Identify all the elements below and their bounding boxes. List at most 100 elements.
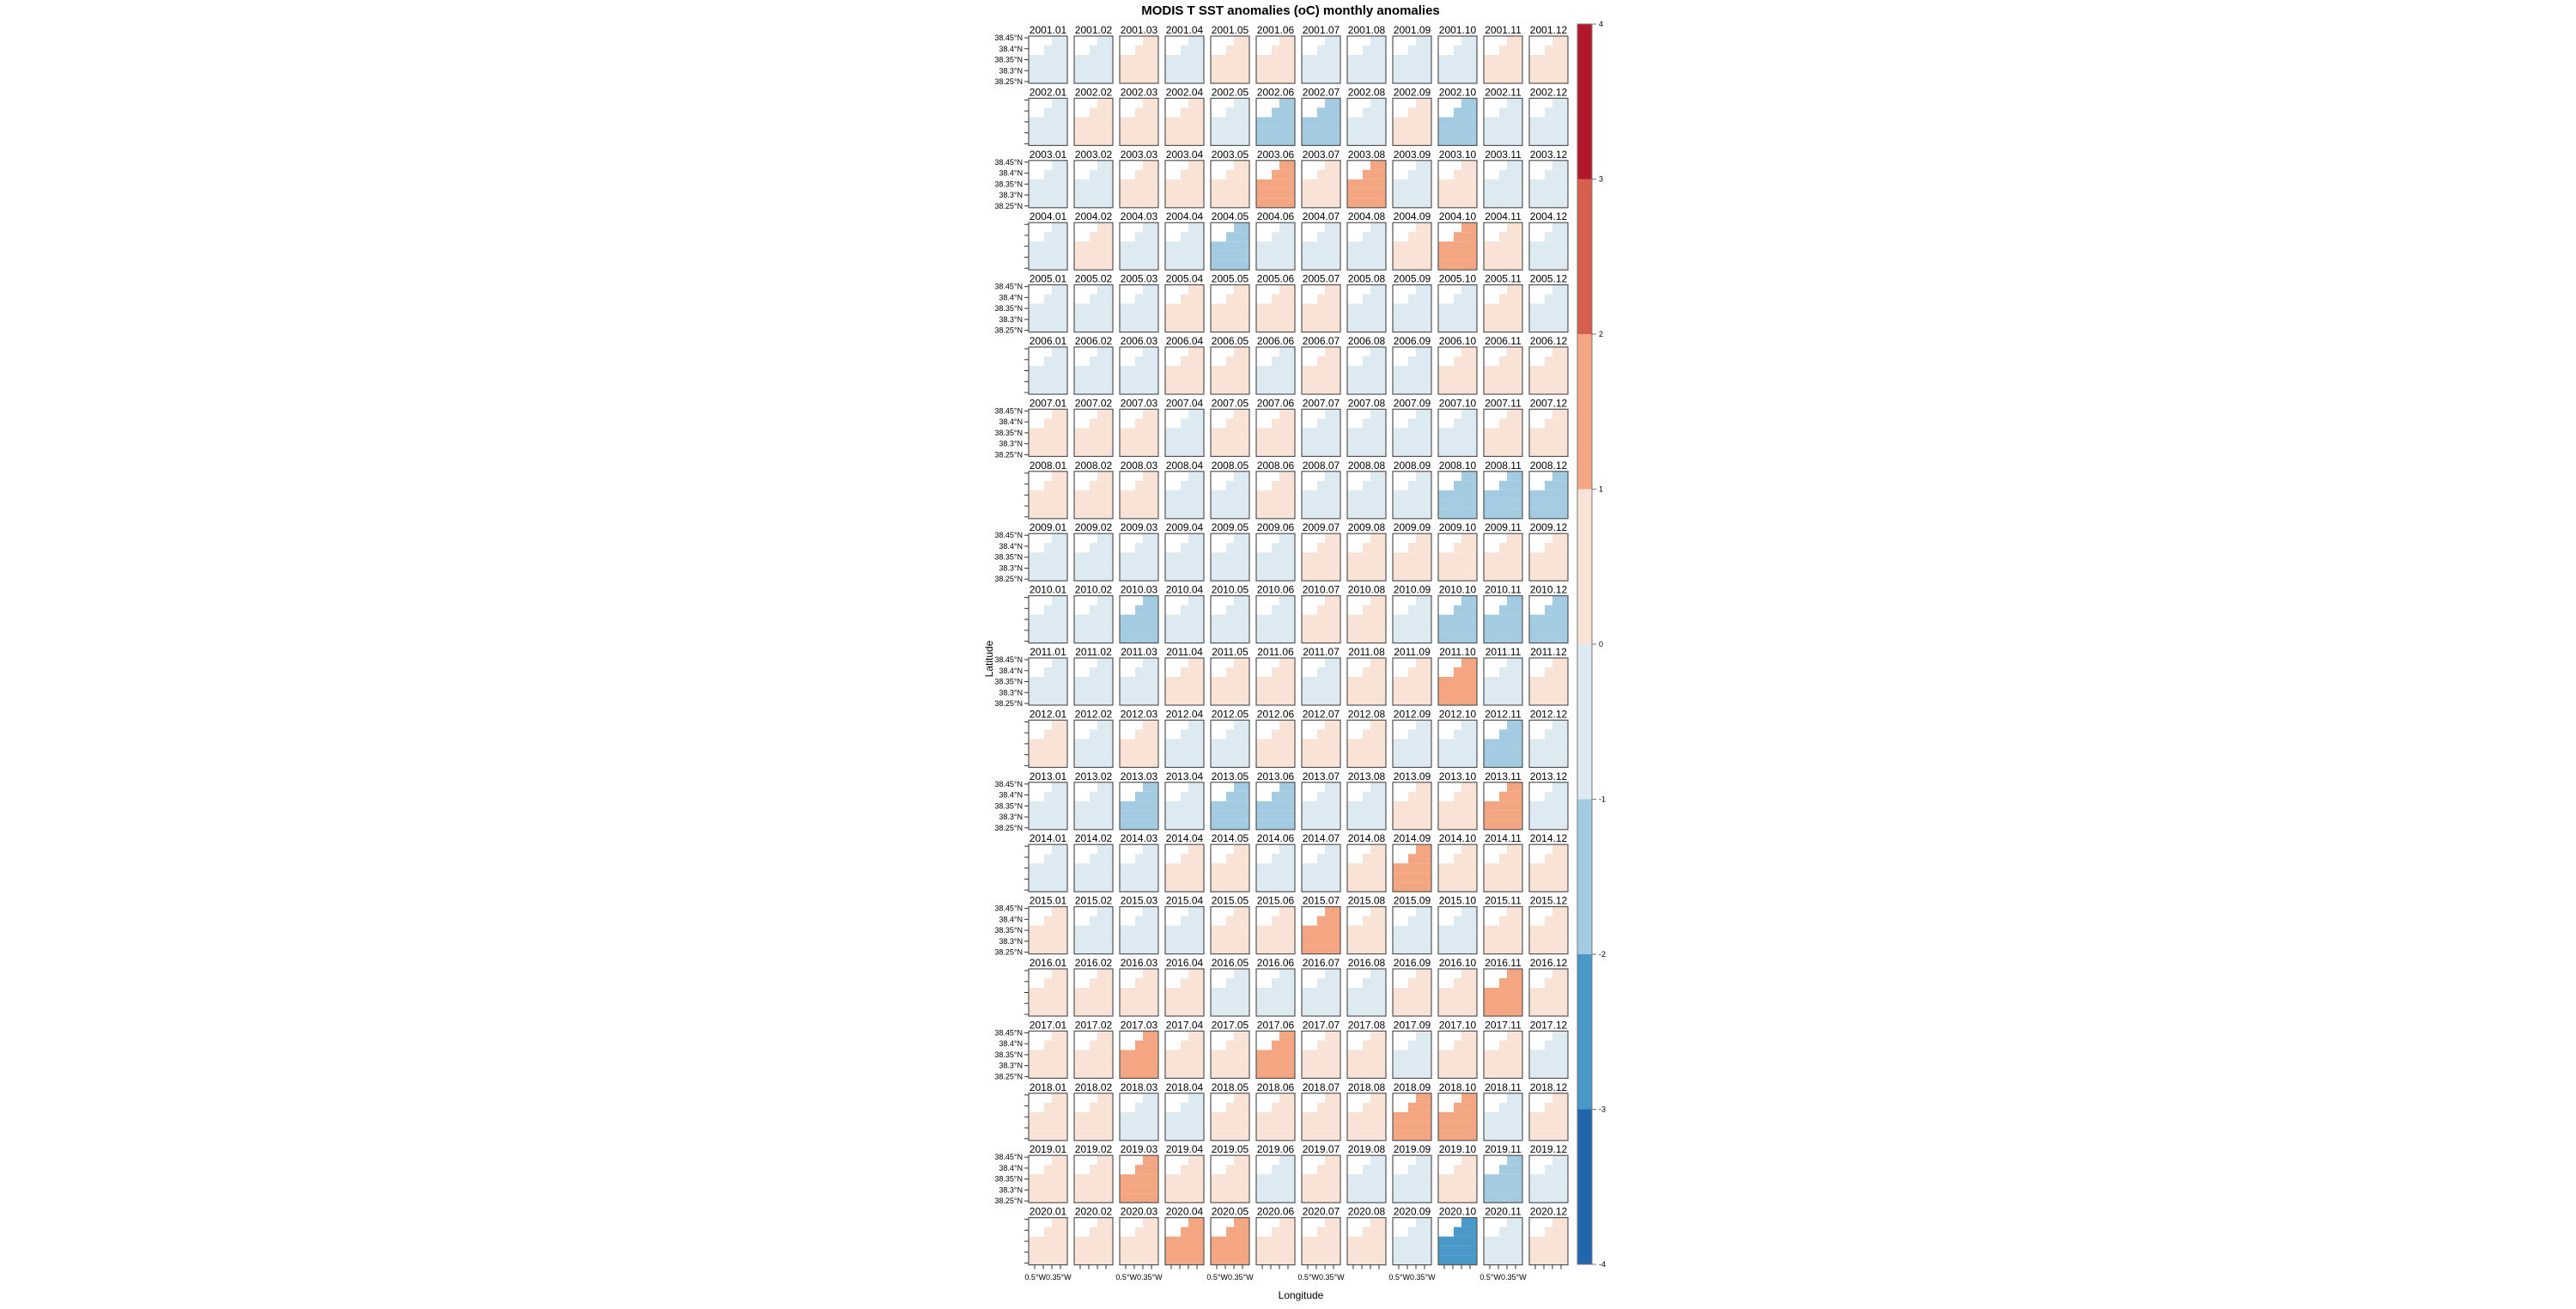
anomaly-cell <box>1211 758 1218 768</box>
anomaly-cell <box>1438 447 1446 457</box>
anomaly-cell <box>1242 198 1249 208</box>
anomaly-cell <box>1400 55 1408 64</box>
panel-border <box>1028 843 1068 892</box>
panel-2014-05: 2014.05 <box>1210 832 1250 892</box>
anomaly-cell <box>1105 614 1113 624</box>
anomaly-cell <box>1355 366 1363 375</box>
anomaly-cell <box>1279 64 1287 74</box>
anomaly-cell <box>1302 739 1309 749</box>
anomaly-cell <box>1400 810 1408 820</box>
anomaly-cell <box>1127 46 1135 55</box>
anomaly-cell <box>1279 686 1287 696</box>
anomaly-cell <box>1272 595 1279 606</box>
anomaly-cell <box>1151 571 1158 581</box>
anomaly-cell <box>1029 758 1036 768</box>
panel-2005-12: 2005.12 <box>1528 273 1569 333</box>
anomaly-cell <box>1181 471 1188 481</box>
anomaly-cell <box>1135 313 1143 323</box>
anomaly-cell <box>1560 562 1568 572</box>
anomaly-cell <box>1173 791 1181 801</box>
anomaly-cell <box>1355 552 1363 563</box>
anomaly-cell <box>1052 98 1060 108</box>
anomaly-cell <box>1036 98 1044 108</box>
anomaly-cell <box>1454 322 1461 332</box>
panel-date-label: 2001.01 <box>1030 24 1067 36</box>
anomaly-cell <box>1135 222 1143 233</box>
anomaly-cell <box>1143 614 1151 624</box>
anomaly-cell <box>1545 117 1552 127</box>
anomaly-cell <box>1333 198 1340 208</box>
anomaly-cell <box>1408 614 1416 624</box>
anomaly-cell <box>1416 819 1424 830</box>
anomaly-cell <box>1363 222 1370 233</box>
anomaly-cell <box>1234 136 1242 146</box>
anomaly-cell <box>1355 873 1363 883</box>
anomaly-cell <box>1165 552 1173 563</box>
anomaly-cell <box>1173 471 1181 481</box>
anomaly-cell <box>1393 356 1400 366</box>
anomaly-cell <box>1029 36 1036 46</box>
anomaly-cell <box>1552 658 1560 667</box>
anomaly-cell <box>1317 232 1325 242</box>
anomaly-cell <box>1264 844 1272 855</box>
anomaly-cell <box>1378 720 1386 730</box>
anomaly-cell <box>1127 810 1135 820</box>
anomaly-cell <box>1529 46 1537 55</box>
panel-border <box>1528 594 1569 644</box>
anomaly-cell <box>1279 98 1287 108</box>
anomaly-cell <box>1060 667 1067 677</box>
anomaly-cell <box>1347 409 1355 419</box>
anomaly-cell <box>1416 347 1424 356</box>
anomaly-cell <box>1393 322 1400 332</box>
anomaly-cell <box>1151 562 1158 572</box>
anomaly-cell <box>1052 107 1060 118</box>
anomaly-cell <box>1347 418 1355 429</box>
anomaly-cell <box>1143 437 1151 447</box>
anomaly-cell <box>1272 543 1279 553</box>
anomaly-cell <box>1127 791 1135 801</box>
anomaly-cell <box>1317 313 1325 323</box>
anomaly-cell <box>1097 136 1105 146</box>
anomaly-cell <box>1537 447 1545 457</box>
anomaly-cell <box>1492 366 1499 375</box>
anomaly-cell <box>1234 552 1242 563</box>
anomaly-cell <box>1188 169 1196 180</box>
anomaly-cell <box>1279 499 1287 509</box>
anomaly-cell <box>1120 117 1127 127</box>
anomaly-cell <box>1036 720 1044 730</box>
anomaly-cell <box>1135 251 1143 261</box>
anomaly-cell <box>1438 241 1446 252</box>
anomaly-cell <box>1151 241 1158 252</box>
anomaly-cell <box>1469 160 1477 170</box>
lat-tick-label: 38.45°N <box>994 158 1023 167</box>
anomaly-cell <box>1165 873 1173 883</box>
anomaly-cell <box>1044 614 1052 624</box>
anomaly-cell <box>1507 418 1515 429</box>
anomaly-cell <box>1181 873 1188 883</box>
panel-2005-04: 2005.04 <box>1164 273 1205 333</box>
anomaly-cell <box>1309 55 1317 64</box>
anomaly-cell <box>1097 595 1105 606</box>
anomaly-cell <box>1242 303 1249 314</box>
anomaly-cell <box>1408 322 1416 332</box>
anomaly-cell <box>1461 543 1469 553</box>
anomaly-cell <box>1461 409 1469 419</box>
panel-2013-07: 2013.07 <box>1301 770 1341 831</box>
anomaly-cell <box>1165 375 1173 385</box>
anomaly-cell <box>1097 562 1105 572</box>
anomaly-cell <box>1226 241 1234 252</box>
anomaly-cell <box>1438 533 1446 544</box>
panel-2004-06: 2004.06 <box>1255 210 1296 271</box>
anomaly-cell <box>1135 260 1143 271</box>
anomaly-cell <box>1029 490 1036 500</box>
anomaly-cell <box>1484 552 1492 563</box>
anomaly-cell <box>1188 55 1196 64</box>
anomaly-cell <box>1151 543 1158 553</box>
anomaly-cell <box>1074 748 1082 758</box>
anomaly-cell <box>1545 490 1552 500</box>
anomaly-cell <box>1537 658 1545 667</box>
anomaly-cell <box>1393 571 1400 581</box>
anomaly-cell <box>1484 126 1492 137</box>
anomaly-cell <box>1060 98 1067 108</box>
anomaly-cell <box>1105 686 1113 696</box>
